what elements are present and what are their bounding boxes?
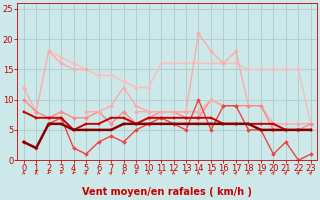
X-axis label: Vent moyen/en rafales ( km/h ): Vent moyen/en rafales ( km/h ) — [82, 187, 252, 197]
